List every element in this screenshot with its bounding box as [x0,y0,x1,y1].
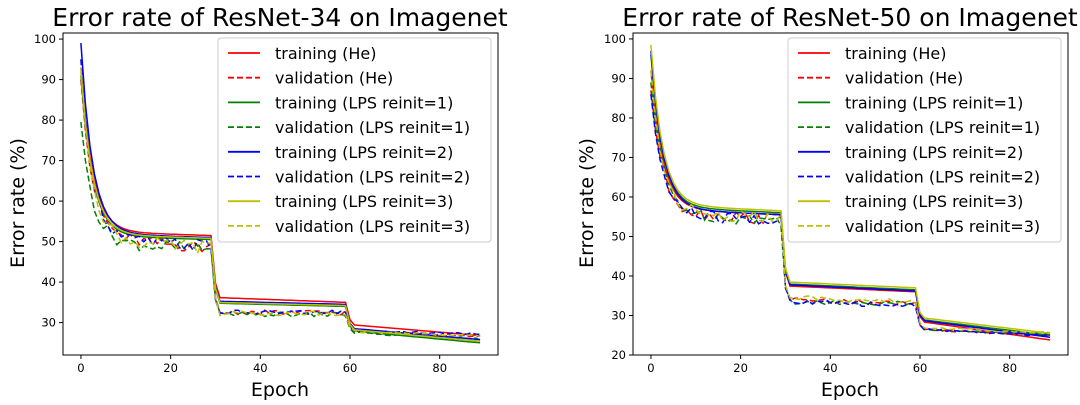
legend-label: validation (LPS reinit=2) [275,168,470,187]
series-line-validation-lps-reinit-3 [650,70,1051,334]
y-tick-label: 40 [611,269,626,283]
plot-area: 0 20 40 60 80 20 30 40 50 60 70 80 90 100 training (H… [604,32,1069,375]
chart-title: Error rate of ResNet-50 on Imagenet [622,3,1078,32]
chart-resnet50: Error rate of ResNet-50 on Imagenet Erro… [576,3,1078,401]
chart-resnet34: Error rate of ResNet-34 on Imagenet Erro… [7,3,508,401]
legend-label: training (He) [845,44,946,63]
y-axis-label: Error rate (%) [7,138,29,268]
x-axis-label: Epoch [251,379,309,401]
legend-label: training (He) [275,44,376,63]
series-line-training-lps-reinit-1 [80,75,481,344]
legend-label: validation (He) [845,69,963,88]
plot-frame [632,32,1069,356]
x-axis-label: Epoch [821,379,879,401]
y-tick-label: 100 [34,32,56,46]
ticks: 0 20 40 60 80 30 40 50 60 70 80 90 100 [34,32,447,375]
series-line-validation-lps-reinit-2 [650,94,1051,338]
series-line-training-he [80,67,481,337]
legend-entries: training (He) validation (He) training (LP… [798,44,1040,236]
y-tick-label: 80 [611,111,626,125]
series-line-training-lps-reinit-3 [650,44,1051,335]
legend-entries: training (He) validation (He) training (LP… [228,44,470,236]
y-tick-label: 80 [41,113,56,127]
x-tick-label: 80 [432,361,447,375]
series-line-training-lps-reinit-1 [650,54,1051,336]
x-tick-label: 60 [343,361,358,375]
series-lines [650,44,1051,341]
legend-label: validation (LPS reinit=3) [845,217,1040,236]
y-axis-label: Error rate (%) [576,138,598,268]
legend-label: validation (LPS reinit=1) [845,118,1040,137]
y-tick-label: 90 [611,71,626,85]
legend-label: training (LPS reinit=1) [275,93,453,112]
y-tick-label: 30 [611,308,626,322]
series-line-validation-lps-reinit-2 [80,59,481,336]
legend-label: validation (He) [275,69,393,88]
legend-label: training (LPS reinit=3) [845,192,1023,211]
y-tick-label: 100 [604,32,626,46]
legend-label: training (LPS reinit=3) [275,192,453,211]
legend: training (He) validation (He) training (LP… [787,37,1062,243]
y-tick-label: 40 [41,275,56,289]
series-line-training-lps-reinit-2 [650,50,1051,338]
x-tick-label: 80 [1002,361,1017,375]
x-tick-label: 20 [163,361,178,375]
x-tick-label: 40 [253,361,268,375]
y-tick-label: 70 [611,150,626,164]
y-tick-label: 90 [41,73,56,87]
legend-label: validation (LPS reinit=2) [845,168,1040,187]
series-lines [80,43,481,344]
x-tick-label: 20 [733,361,748,375]
legend-label: training (LPS reinit=2) [275,143,453,162]
legend-frame [787,37,1062,243]
y-tick-label: 50 [611,229,626,243]
y-tick-label: 60 [41,194,56,208]
chart-title: Error rate of ResNet-34 on Imagenet [52,3,508,32]
legend-label: validation (LPS reinit=1) [275,118,470,137]
x-tick-label: 0 [77,361,84,375]
y-tick-label: 20 [611,348,626,362]
x-tick-label: 60 [913,361,928,375]
x-tick-label: 0 [647,361,654,375]
y-tick-label: 70 [41,154,56,168]
y-tick-label: 60 [611,190,626,204]
plot-frame [62,32,499,356]
y-tick-label: 50 [41,235,56,249]
legend-label: validation (LPS reinit=3) [275,217,470,236]
legend: training (He) validation (He) training (LP… [217,37,492,243]
legend-label: training (LPS reinit=1) [845,93,1023,112]
x-tick-label: 40 [823,361,838,375]
series-line-validation-lps-reinit-3 [80,67,481,338]
series-line-training-lps-reinit-3 [80,71,481,342]
ticks: 0 20 40 60 80 20 30 40 50 60 70 80 90 100 [604,32,1017,375]
legend-frame [217,37,492,243]
y-tick-label: 30 [41,316,56,330]
legend-label: training (LPS reinit=2) [845,143,1023,162]
plot-area: 0 20 40 60 80 30 40 50 60 70 80 90 100 training (He)… [34,32,499,375]
